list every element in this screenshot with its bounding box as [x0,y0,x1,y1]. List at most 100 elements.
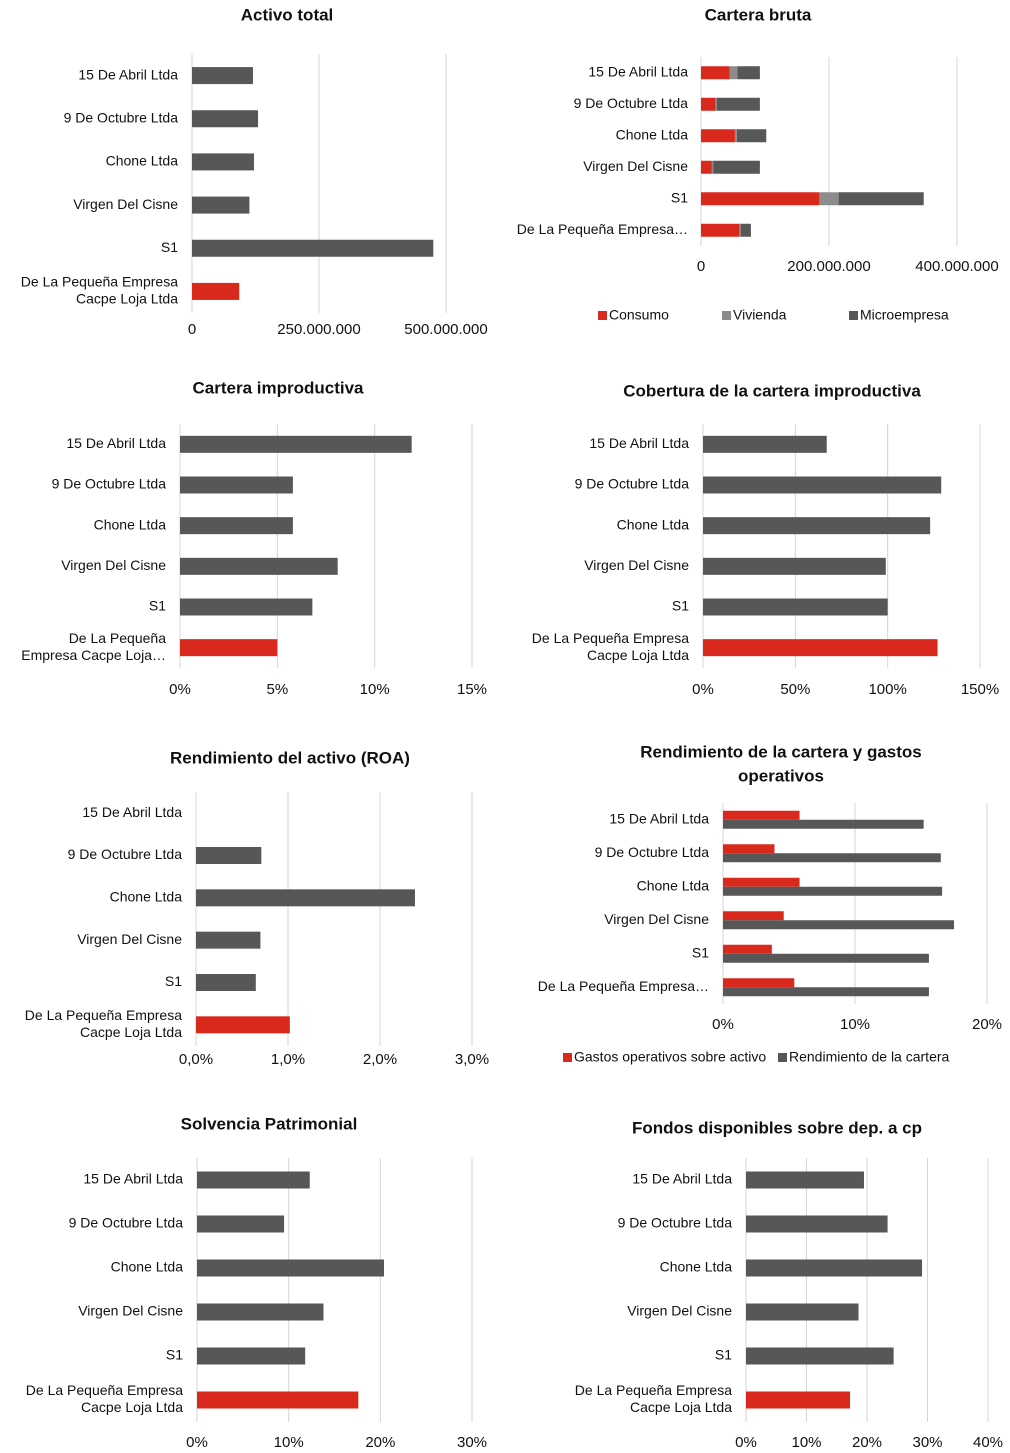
bar [180,598,313,616]
category-label: S1 [166,1347,183,1363]
chart-title: Cobertura de la cartera improductiva [623,381,921,400]
category-label: Virgen Del Cisne [627,1303,732,1319]
bar [703,598,888,616]
bar [723,953,929,963]
bar [746,1347,894,1365]
x-tick-label: 0 [188,321,196,338]
category-label: Chone Ltda [660,1259,733,1275]
category-label: S1 [672,598,689,614]
x-tick-label: 15% [457,681,487,698]
bar [703,476,942,494]
x-tick-label: 500.000.000 [404,321,487,338]
category-label: De La Pequeña Empresa [21,274,178,290]
bar [196,847,262,864]
legend-swatch [722,311,731,320]
x-tick-label: 10% [274,1434,304,1451]
category-label: Virgen Del Cisne [61,557,166,573]
bar [746,1259,923,1277]
bar [180,557,338,575]
bar [723,911,784,921]
category-label: Virgen Del Cisne [604,911,709,927]
category-label: 15 De Abril Ltda [82,804,182,820]
category-label: De La Pequeña Empresa… [517,221,688,237]
bar-segment [701,160,712,174]
category-label: Chone Ltda [94,516,167,532]
bar [723,944,772,954]
x-tick-label: 0% [735,1434,757,1451]
category-label: De La Pequeña [69,630,167,646]
bar [197,1171,310,1189]
x-tick-label: 20% [365,1434,395,1451]
category-label: 9 De Octubre Ltda [595,844,710,860]
x-tick-label: 100% [868,681,906,698]
bar [192,110,259,128]
category-label: Cacpe Loja Ltda [76,291,178,307]
x-tick-label: 2,0% [363,1051,397,1068]
category-label: 9 De Octubre Ltda [574,95,689,111]
bar-segment [737,66,760,80]
bar [723,853,941,863]
x-tick-label: 40% [973,1434,1003,1451]
category-label: Cacpe Loja Ltda [80,1024,182,1040]
chart-title: Cartera bruta [705,5,812,24]
bar [196,889,415,907]
bar-segment [729,66,738,80]
x-tick-label: 250.000.000 [277,321,360,338]
bar [746,1391,851,1409]
bar-segment [739,223,741,237]
legend-label: Rendimiento de la cartera [789,1049,950,1065]
bar [723,886,943,896]
category-label: Chone Ltda [616,126,689,142]
category-label: Cacpe Loja Ltda [587,647,689,663]
bar-segment [838,192,924,206]
category-label: 9 De Octubre Ltda [618,1215,733,1231]
legend-label: Microempresa [860,307,949,323]
bar [723,978,795,988]
bar-segment [819,192,839,206]
x-tick-label: 0 [697,258,705,275]
category-label: 15 De Abril Ltda [588,63,688,79]
legend-label: Gastos operativos sobre activo [574,1049,766,1065]
bar [723,810,800,820]
chart-4: Rendimiento del activo (ROA) 0,0% 1,0% 2,0%… [25,748,489,1067]
category-label: S1 [149,598,166,614]
chart-title: Rendimiento del activo (ROA) [170,748,410,767]
bar [180,639,278,657]
bar [723,920,954,930]
chart-7: Fondos disponibles sobre dep. a cp 0% 10% 2… [575,1118,1003,1450]
x-tick-label: 0% [692,681,714,698]
category-label: Virgen Del Cisne [73,196,178,212]
chart-title: Fondos disponibles sobre dep. a cp [632,1118,922,1137]
bar-segment [715,97,717,111]
category-label: Chone Ltda [110,889,183,905]
bar [192,239,434,257]
x-tick-label: 20% [852,1434,882,1451]
bar [197,1215,285,1233]
bar [196,974,256,991]
chart-5: Rendimiento de la cartera y gastos operat… [538,742,1002,1064]
category-label: S1 [692,944,709,960]
bar [180,476,293,494]
bar [197,1303,324,1321]
category-label: 15 De Abril Ltda [632,1171,732,1187]
chart-0: Activo total 0 250.000.000 500.000.000 15 De… [21,5,488,337]
category-label: Empresa Cacpe Loja… [21,647,166,663]
bar [180,517,293,535]
legend-label: Vivienda [733,307,787,323]
bar-segment [701,192,820,206]
x-tick-label: 0% [169,681,191,698]
chart-6: Solvencia Patrimonial 0% 10% 20% 30% 15 De Ab… [26,1114,487,1450]
category-label: Virgen Del Cisne [78,1303,183,1319]
x-tick-label: 3,0% [455,1051,489,1068]
category-label: De La Pequeña Empresa [26,1382,183,1398]
chart-title: Rendimiento de la cartera y gastos [640,742,922,761]
category-label: Chone Ltda [106,153,179,169]
x-tick-label: 1,0% [271,1051,305,1068]
bar [746,1303,859,1321]
bar [192,67,253,85]
chart-2: Cartera improductiva 0% 5% 10% 15% 15 De Abri… [21,378,487,697]
category-label: Chone Ltda [637,877,710,893]
category-label: S1 [161,239,178,255]
category-label: De La Pequeña Empresa [575,1382,732,1398]
